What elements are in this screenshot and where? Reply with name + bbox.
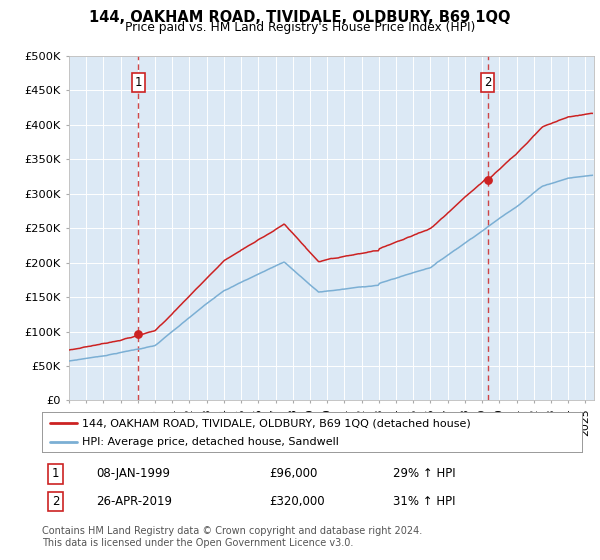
Text: 1: 1 [134,76,142,88]
Text: 31% ↑ HPI: 31% ↑ HPI [393,495,455,508]
Text: 2: 2 [484,76,491,88]
Text: £96,000: £96,000 [269,468,317,480]
Text: 144, OAKHAM ROAD, TIVIDALE, OLDBURY, B69 1QQ: 144, OAKHAM ROAD, TIVIDALE, OLDBURY, B69… [89,10,511,25]
Text: Price paid vs. HM Land Registry's House Price Index (HPI): Price paid vs. HM Land Registry's House … [125,21,475,34]
Text: £320,000: £320,000 [269,495,325,508]
Text: 26-APR-2019: 26-APR-2019 [96,495,172,508]
Text: HPI: Average price, detached house, Sandwell: HPI: Average price, detached house, Sand… [83,437,340,446]
Text: 29% ↑ HPI: 29% ↑ HPI [393,468,455,480]
Text: Contains HM Land Registry data © Crown copyright and database right 2024.
This d: Contains HM Land Registry data © Crown c… [42,526,422,548]
Point [483,175,493,184]
Point [134,330,143,339]
Text: 08-JAN-1999: 08-JAN-1999 [96,468,170,480]
Text: 2: 2 [52,495,59,508]
Text: 144, OAKHAM ROAD, TIVIDALE, OLDBURY, B69 1QQ (detached house): 144, OAKHAM ROAD, TIVIDALE, OLDBURY, B69… [83,418,471,428]
Text: 1: 1 [52,468,59,480]
